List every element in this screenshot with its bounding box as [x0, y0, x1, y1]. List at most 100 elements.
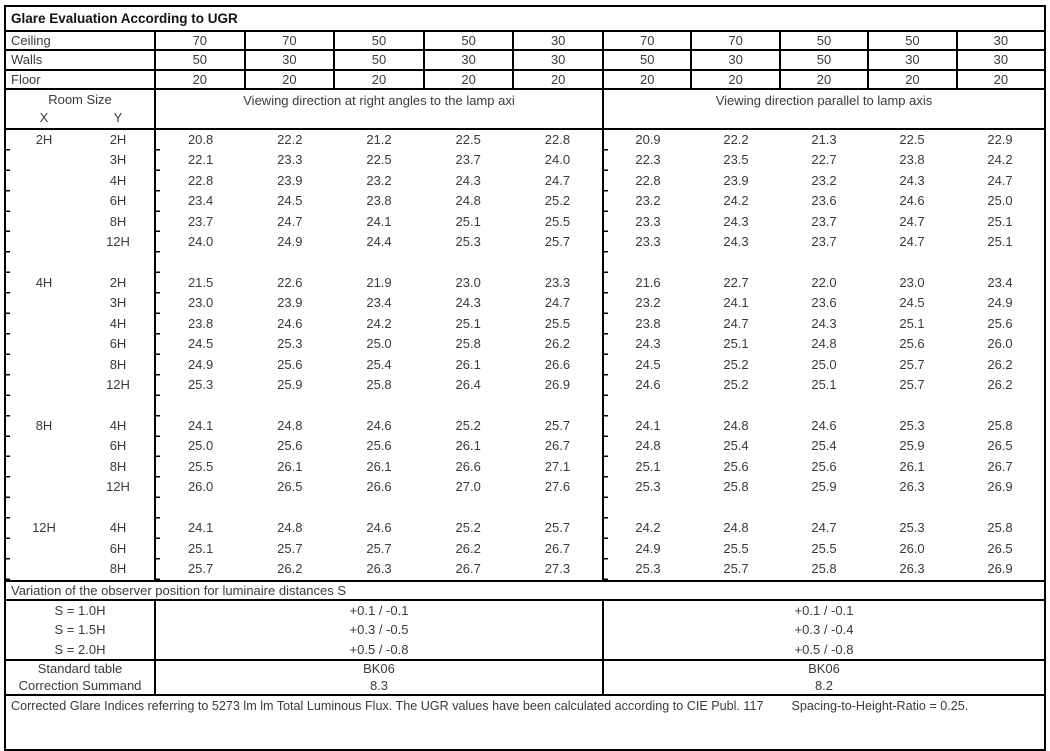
- surface-value-cell: 50: [869, 32, 958, 50]
- ugr-value-cell: 23.0: [899, 274, 925, 290]
- ugr-table-row: 4H 23.8 24.6 24.2 25.1 25.5 23.8 24.7 24.3 25.1 25…: [6, 313, 1044, 335]
- parallel-values: 24.6 25.2 25.1 25.7 26.2: [604, 375, 1044, 395]
- ugr-table-row: 12H 25.3 25.9 25.8 26.4 26.9 24.6 25.2 25.1 25.7 2…: [6, 375, 1044, 396]
- ugr-table-row: 12H 4H 24.1 24.8 24.6 25.2 25.7 24.2 24.8 24.7 25.…: [6, 518, 1044, 539]
- ugr-value-cell: 23.8: [635, 315, 661, 331]
- summary-row: Standard table BK06 BK06: [6, 661, 1044, 678]
- ugr-value-cell: 25.6: [277, 356, 303, 372]
- right-angles-values: 21.5 22.6 21.9 23.0 23.3: [156, 272, 604, 294]
- ugr-table-row: 12H 24.0 24.9 24.4 25.3 25.7 23.3 24.3 23.7 24.7 2…: [6, 232, 1044, 253]
- room-size-label: Room Size: [48, 91, 112, 107]
- ugr-value-cell: 25.5: [723, 540, 749, 556]
- parallel-values: 25.3 25.7 25.8 26.3 26.9: [604, 559, 1044, 579]
- parallel-values: 24.3 25.1 24.8 25.6 26.0: [604, 334, 1044, 354]
- ugr-value-cell: 22.7: [811, 152, 837, 168]
- observer-variation-row-value: +0.1 / -0.1: [794, 602, 854, 618]
- ugr-value-cell: 25.2: [544, 193, 571, 209]
- observer-variation-row: S = 1.5H +0.3 / -0.5 +0.3 / -0.4: [6, 620, 1044, 640]
- observer-variation-row: S = 2.0H +0.5 / -0.8 +0.5 / -0.8: [6, 639, 1044, 660]
- right-angles-values: 24.0 24.9 24.4 25.3 25.7: [156, 232, 604, 253]
- parallel-values: 23.3 24.3 23.7 24.7 25.1: [604, 212, 1044, 232]
- ugr-table-row: 6H 25.0 25.6 25.6 26.1 26.7 24.8 25.4 25.4 25.9 26…: [6, 436, 1044, 457]
- surface-row: Floor 20 20 20 20 20 20 20 20 20 20: [6, 70, 1044, 90]
- surface-value-cell: 20: [692, 70, 781, 88]
- right-angles-values: 22.8 23.9 23.2 24.3 24.7: [156, 170, 604, 192]
- ugr-value-cell: 23.7: [187, 213, 214, 229]
- right-angles-values: 24.5 25.3 25.0 25.8 26.2: [156, 334, 604, 355]
- ugr-value-cell: 22.8: [187, 172, 214, 188]
- summary-row-value-right: BK06: [604, 661, 1044, 678]
- room-y-label: 3H: [82, 150, 156, 171]
- surface-value-cell: 30: [550, 52, 566, 68]
- ugr-value-cell: 22.0: [811, 274, 837, 290]
- surface-value-cell: 50: [335, 32, 425, 50]
- ugr-table-row: 8H 25.5 26.1 26.1 26.6 27.1 25.1 25.6 25.6 26.1 26…: [6, 456, 1044, 478]
- ugr-value-cell: 26.0: [187, 479, 214, 495]
- ugr-value-cell: 24.1: [635, 418, 661, 434]
- summary-row-label: Standard table: [6, 661, 156, 678]
- ugr-value-cell: 25.3: [455, 234, 481, 250]
- ugr-value-cell: 23.2: [635, 295, 661, 311]
- right-angles-values: 24.1 24.8 24.6 25.2 25.7: [156, 518, 604, 539]
- ugr-value-cell: 24.7: [544, 172, 571, 188]
- parallel-values: 20.9 22.2 21.3 22.5 22.9: [604, 130, 1044, 150]
- ugr-value-cell: 25.1: [987, 234, 1013, 250]
- parallel-section-header: Viewing direction parallel to lamp axis: [604, 90, 1044, 128]
- ugr-value-cell: 24.1: [366, 213, 392, 229]
- ugr-value-cell: 26.7: [544, 540, 571, 556]
- ugr-value-cell: 25.0: [987, 193, 1013, 209]
- ugr-value-cell: 23.2: [366, 172, 392, 188]
- ugr-table-row: 6H 25.1 25.7 25.7 26.2 26.7 24.9 25.5 25.5 26.0 26…: [6, 538, 1044, 560]
- room-y-label: 4H: [82, 416, 156, 437]
- ugr-value-cell: 25.4: [811, 438, 837, 454]
- ugr-value-cell: 24.5: [277, 193, 303, 209]
- ugr-value-cell: 26.2: [455, 540, 481, 556]
- ugr-value-cell: 21.6: [635, 274, 661, 290]
- right-angles-section-header: Viewing direction at right angles to the…: [156, 89, 604, 128]
- ugr-value-cell: 23.2: [635, 193, 661, 209]
- ugr-value-cell: 21.2: [366, 131, 392, 147]
- ugr-value-cell: 26.1: [455, 438, 481, 454]
- ugr-value-cell: 22.8: [544, 131, 571, 147]
- summary-row-value-left: 8.3: [156, 677, 604, 695]
- ugr-value-cell: 23.2: [811, 172, 837, 188]
- surface-value-cell: 70: [692, 32, 781, 50]
- room-x-label: [6, 477, 82, 497]
- ugr-value-cell: 25.2: [723, 377, 749, 393]
- ugr-value-cell: 25.3: [187, 377, 214, 393]
- parallel-values: 25.1 25.6 25.6 26.1 26.7: [604, 457, 1044, 477]
- ugr-value-cell: 24.9: [987, 295, 1013, 311]
- surface-value-cell: 30: [425, 51, 515, 69]
- ugr-value-cell: 26.2: [544, 336, 571, 352]
- observer-variation-row-value-right: +0.1 / -0.1: [604, 601, 1044, 621]
- surface-value-cell: 50: [425, 32, 515, 50]
- ugr-value-cell: 26.6: [455, 458, 481, 474]
- surface-value-cell: 20: [246, 70, 336, 88]
- ugr-value-cell: 26.6: [544, 356, 571, 372]
- ugr-value-cell: 25.2: [455, 520, 481, 536]
- room-y-label: 3H: [82, 293, 156, 314]
- ugr-value-cell: 25.1: [811, 377, 837, 393]
- ugr-value-cell: 23.6: [811, 193, 837, 209]
- ugr-value-cell: 25.8: [987, 418, 1013, 434]
- group-gap-row: [6, 395, 1044, 417]
- room-size-header: Room Size X Y: [6, 89, 156, 128]
- ugr-value-cell: 25.2: [723, 356, 749, 372]
- room-y-label: 4H: [82, 170, 156, 192]
- surface-value-cell: 20: [335, 70, 425, 88]
- table-frame: Glare Evaluation According to UGR Ceilin…: [4, 5, 1046, 751]
- room-x-label: [6, 232, 82, 252]
- right-angles-values: 23.7 24.7 24.1 25.1 25.5: [156, 211, 604, 233]
- ugr-value-cell: 26.6: [366, 479, 392, 495]
- right-angles-values: 25.1 25.7 25.7 26.2 26.7: [156, 538, 604, 560]
- summary-row-value: BK06: [363, 661, 395, 677]
- ugr-value-cell: 25.8: [811, 561, 837, 577]
- surface-value-cell: 20: [604, 70, 693, 88]
- ugr-value-cell: 24.6: [366, 520, 392, 536]
- ugr-value-cell: 25.7: [899, 377, 925, 393]
- ugr-value-cell: 25.6: [811, 458, 837, 474]
- ugr-value-cell: 26.5: [987, 540, 1013, 556]
- ugr-value-cell: 23.5: [723, 152, 749, 168]
- ugr-table-row: 4H 2H 21.5 22.6 21.9 23.0 23.3 21.6 22.7 22.0 23.0…: [6, 272, 1044, 294]
